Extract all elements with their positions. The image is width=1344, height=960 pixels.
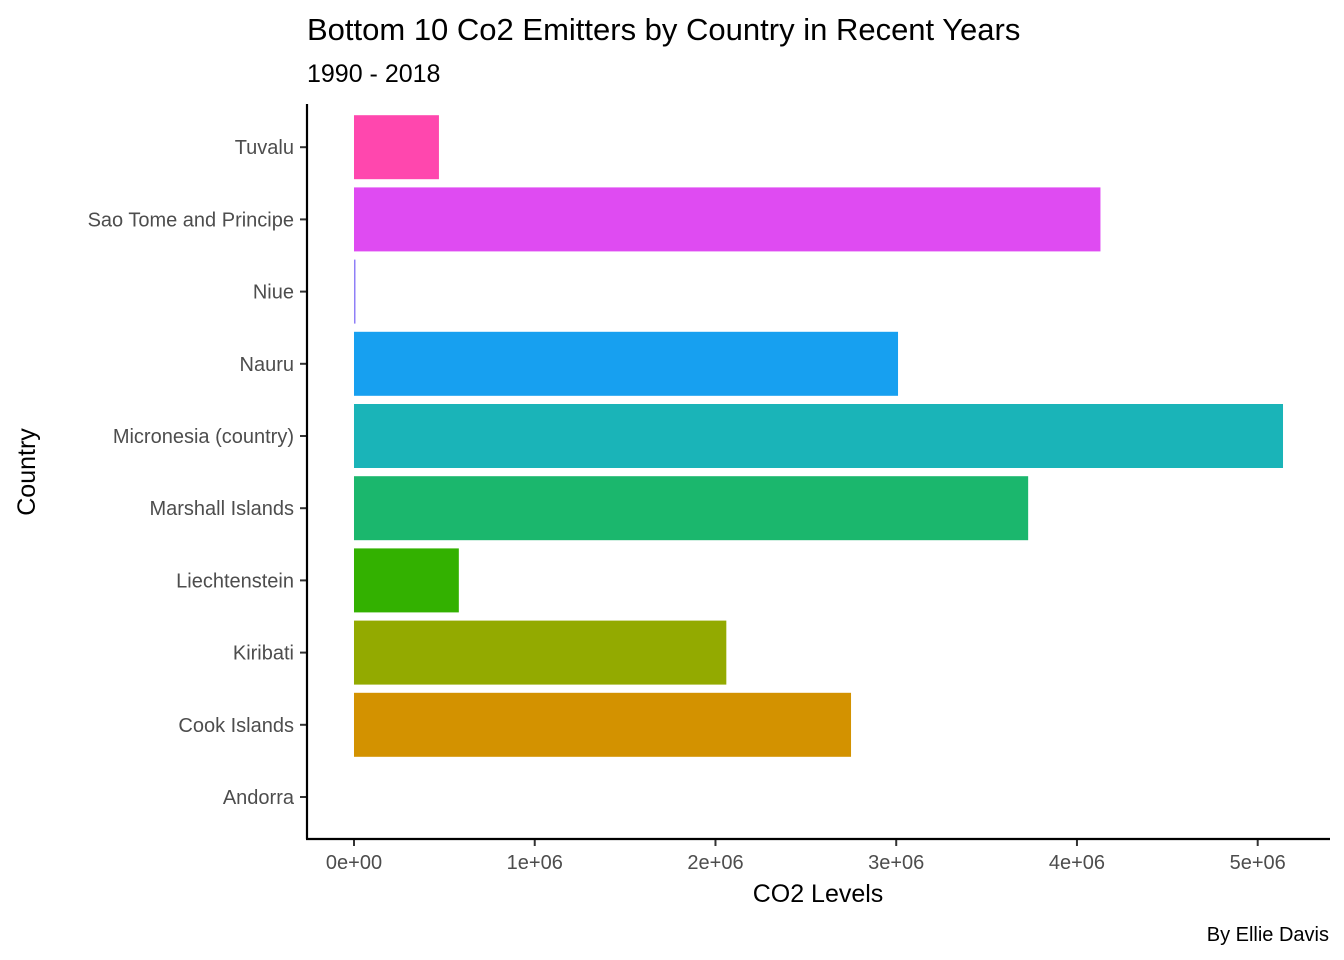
x-tick-label: 3e+06 [868,852,924,874]
x-axis-ticks: 0e+00 1e+06 2e+06 3e+06 4e+06 5e+06 [326,839,1286,874]
y-tick-label: Tuvalu [235,137,294,159]
y-tick-label: Kiribati [233,643,294,665]
bar-sao-tome-and-principe [353,187,1101,252]
bar-tuvalu [353,115,439,180]
bars-group [353,115,1284,757]
bar-kiribati [353,620,727,685]
y-tick-label: Liechtenstein [176,570,294,592]
bar-niue [353,259,356,324]
bar-micronesia-country [353,404,1284,468]
bar-liechtenstein [353,548,459,613]
y-tick-label: Niue [253,282,294,304]
chart-subtitle: 1990 - 2018 [307,60,440,88]
y-tick-label: Nauru [240,354,294,376]
x-tick-label: 4e+06 [1049,852,1105,874]
x-tick-label: 1e+06 [507,852,563,874]
chart-caption: By Ellie Davis [1207,924,1329,946]
bar-marshall-islands [353,476,1029,541]
y-axis-ticks: Andorra Cook Islands Kiribati Liechtenstein… [88,137,307,809]
y-tick-label: Andorra [223,787,295,809]
x-axis-title: CO2 Levels [753,880,884,908]
y-tick-label: Marshall Islands [149,498,294,520]
x-tick-label: 5e+06 [1230,852,1286,874]
x-tick-label: 2e+06 [687,852,743,874]
y-tick-label: Sao Tome and Principe [88,209,294,231]
chart-title: Bottom 10 Co2 Emitters by Country in Rec… [307,12,1020,47]
bar-cook-islands [353,692,852,757]
y-tick-label: Cook Islands [178,715,294,737]
x-tick-label: 0e+00 [326,852,382,874]
y-axis-title: Country [13,428,41,516]
y-tick-label: Micronesia (country) [113,426,294,448]
bar-nauru [353,331,899,396]
